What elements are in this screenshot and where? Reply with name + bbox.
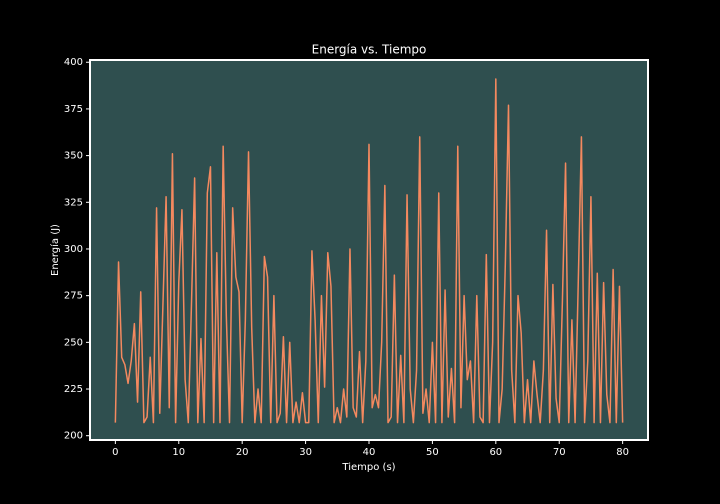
y-tick-label: 275: [64, 291, 83, 302]
chart-title: Energía vs. Tiempo: [312, 43, 427, 57]
data-line: [114, 78, 624, 424]
y-tick-label: 250: [64, 337, 83, 348]
x-tick-label: 60: [489, 447, 502, 458]
plot-frame: [89, 59, 649, 441]
x-tick-label: 70: [553, 447, 566, 458]
x-tick-label: 10: [172, 447, 185, 458]
y-tick-label: 200: [64, 431, 83, 442]
y-tick-label: 400: [64, 57, 83, 68]
y-axis-label: Energía (J): [49, 224, 61, 276]
x-tick-label: 80: [616, 447, 629, 458]
y-tick-label: 350: [64, 151, 83, 162]
x-tick-label: 20: [236, 447, 249, 458]
y-tick-label: 300: [64, 244, 83, 255]
y-tick-label: 375: [64, 104, 83, 115]
y-tick-label: 325: [64, 197, 83, 208]
x-tick-label: 50: [426, 447, 439, 458]
x-axis-label: Tiempo (s): [341, 462, 395, 473]
x-tick-label: 40: [363, 447, 376, 458]
x-tick-label: 30: [299, 447, 312, 458]
y-tick-label: 225: [64, 384, 83, 395]
x-tick-label: 0: [112, 447, 118, 458]
